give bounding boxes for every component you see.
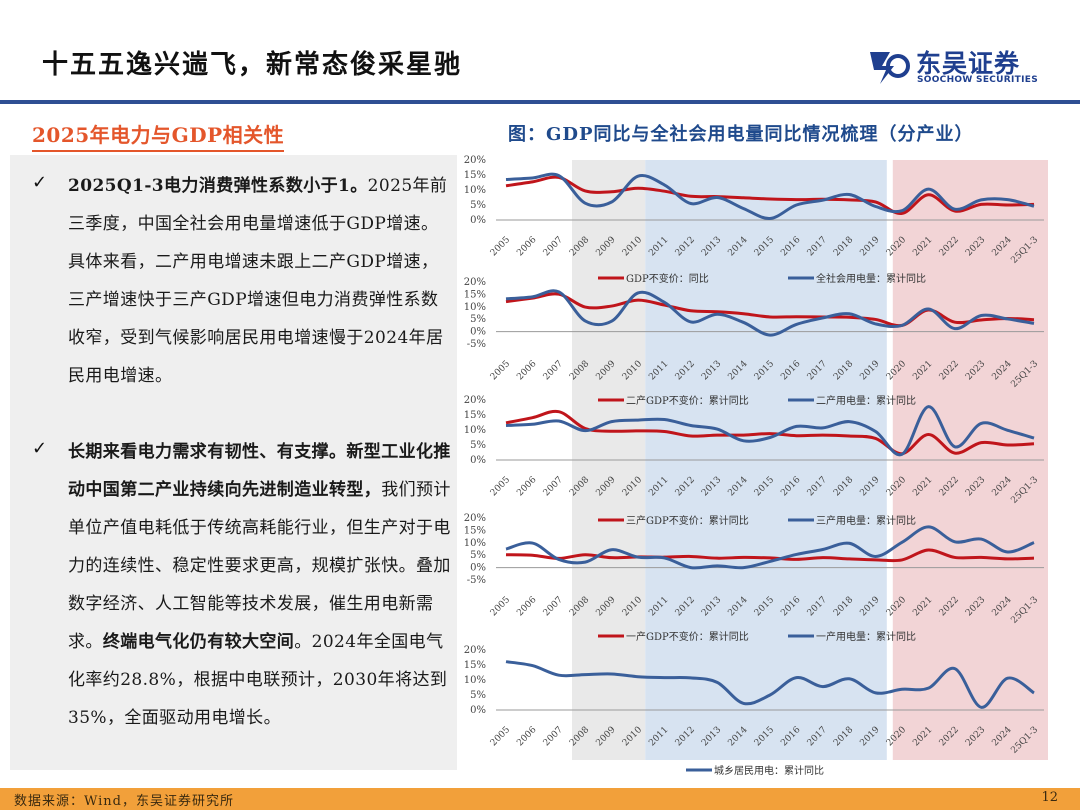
legend-label: 一产GDP不变价：累计同比 [626,630,749,643]
paragraph-1: 2025Q1-3电力消费弹性系数小于1。2025年前三季度，中国全社会用电量增速… [68,167,453,395]
legend-label: 三产用电量：累计同比 [816,514,916,527]
y-tick-label: 5% [470,550,486,561]
legend-label: 三产GDP不变价：累计同比 [626,514,749,527]
y-tick-label: 15% [464,410,486,421]
x-tick-label: 2006 [515,475,538,498]
power-series-line [505,172,1035,221]
x-tick-label: 2005 [489,359,512,382]
x-tick-label: 2007 [542,475,565,498]
y-tick-label: 10% [464,185,486,196]
y-tick-label: 5% [470,200,486,211]
y-tick-label: 15% [464,525,486,536]
y-tick-label: 10% [464,675,486,686]
paragraph-1-body: 2025年前三季度，中国全社会用电量增速低于GDP增速。具体来看，二产用电增速未… [68,176,448,386]
y-tick-label: 5% [470,314,486,325]
footer-bar: 数据来源：Wind，东吴证券研究所 12 [0,788,1080,810]
power-series-line [505,660,1035,709]
y-tick-label: 5% [470,440,486,451]
y-tick-label: 20% [464,513,486,524]
legend-label: 二产GDP不变价：累计同比 [626,394,749,407]
y-tick-label: 20% [464,155,486,166]
paragraph-2-tail: 。2024年全国电气化率约28.8%，根据中电联预计，2030年将达到35%，全… [68,632,448,728]
y-tick-label: 20% [464,395,486,406]
y-tick-label: 15% [464,660,486,671]
paragraph-2-emphasis: 终端电气化仍有较大空间 [102,632,295,652]
x-tick-label: 2006 [515,235,538,258]
page-title: 十五五逸兴遄飞，新常态俊采星驰 [42,50,463,80]
x-tick-label: 2006 [515,359,538,382]
section-heading: 2025年电力与GDP相关性 [32,119,285,152]
x-tick-label: 2007 [542,725,565,748]
x-tick-label: 2006 [515,595,538,618]
legend-label: 一产用电量：累计同比 [816,630,916,643]
sector-charts: 20%15%10%5%0%2005 2006 2007 2008 2009 2010 201… [464,155,1048,777]
header-divider [0,100,1080,104]
paragraph-1-lead: 2025Q1-3电力消费弹性系数小于1。 [68,176,368,196]
paragraph-2-lead: 长期来看电力需求有韧性、有支撑。新型工业化推动中国第二产业持续向先进制造业转型， [68,442,451,500]
y-tick-label: 10% [464,425,486,436]
gdp-series-line [505,175,1035,215]
y-tick-label: 10% [464,538,486,549]
x-tick-label: 2005 [489,595,512,618]
y-tick-label: 0% [470,455,486,466]
logo-en-text: SOOCHOW SECURITIES [917,75,1038,85]
legend-label: GDP不变价：同比 [626,272,709,285]
x-tick-label: 2007 [542,595,565,618]
y-tick-label: 15% [464,289,486,300]
y-tick-label: 0% [470,327,486,338]
y-tick-label: 5% [470,690,486,701]
y-tick-label: 10% [464,302,486,313]
text-panel: ✓ 2025Q1-3电力消费弹性系数小于1。2025年前三季度，中国全社会用电量… [10,155,457,770]
y-tick-label: 0% [470,563,486,574]
y-tick-label: 0% [470,705,486,716]
gdp-series-line [505,548,1035,563]
legend-label: 城乡居民用电：累计同比 [714,764,824,777]
paragraph-2: 长期来看电力需求有韧性、有支撑。新型工业化推动中国第二产业持续向先进制造业转型，… [68,433,453,737]
y-tick-label: 20% [464,645,486,656]
page-number: 12 [1041,790,1058,805]
logo-cn-text: 东吴证券 [916,49,1021,78]
power-series-line [505,289,1035,337]
power-series-line [505,405,1035,457]
x-tick-label: 2007 [542,359,565,382]
gdp-series-line [505,292,1035,328]
legend-label: 二产用电量：累计同比 [816,394,916,407]
power-series-line [505,525,1035,570]
paragraph-2-body: 我们预计单位产值电耗低于传统高耗能行业，但生产对于电力的连续性、稳定性要求更高，… [68,480,451,652]
chart-title: 图：GDP同比与全社会用电量同比情况梳理（分产业） [508,124,974,145]
y-tick-label: -5% [467,339,486,350]
y-tick-label: -5% [467,575,486,586]
legend-label: 全社会用电量：累计同比 [816,272,926,285]
x-tick-label: 2005 [489,475,512,498]
x-tick-label: 2006 [515,725,538,748]
footer-source: 数据来源：Wind，东吴证券研究所 [14,794,234,809]
check-icon: ✓ [32,172,48,193]
check-icon: ✓ [32,438,48,459]
company-logo: 东吴证券 SOOCHOW SECURITIES [866,44,1038,90]
x-tick-label: 2005 [489,725,512,748]
soochow-logo-icon [870,52,910,84]
x-tick-label: 2007 [542,235,565,258]
y-tick-label: 0% [470,215,486,226]
y-tick-label: 15% [464,170,486,181]
y-tick-label: 20% [464,277,486,288]
x-tick-label: 2005 [489,235,512,258]
